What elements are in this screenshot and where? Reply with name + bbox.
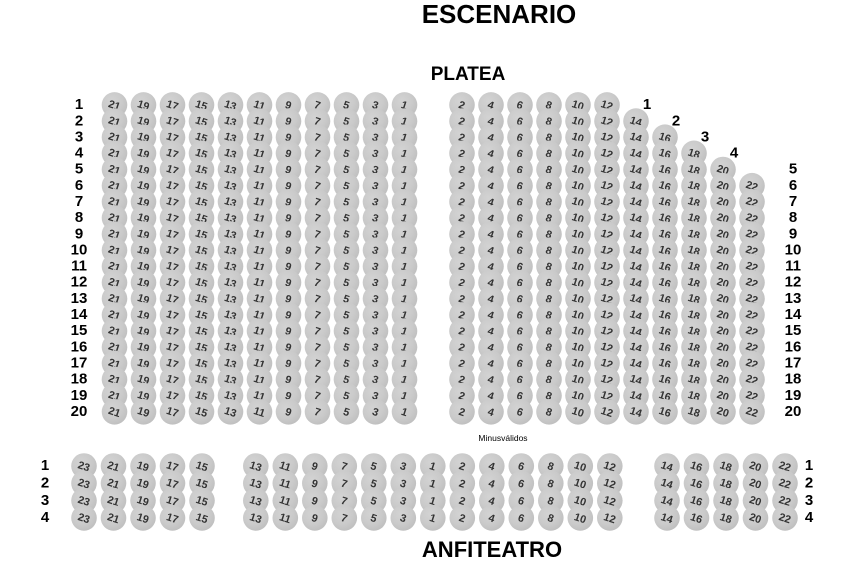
svg-text:10: 10	[71, 241, 88, 258]
svg-text:4: 4	[805, 509, 814, 526]
svg-text:19: 19	[71, 387, 88, 404]
svg-text:14: 14	[785, 306, 802, 323]
svg-text:2: 2	[672, 112, 680, 129]
svg-text:6: 6	[75, 177, 83, 194]
svg-text:5: 5	[75, 161, 83, 178]
svg-text:15: 15	[785, 322, 802, 339]
svg-text:16: 16	[785, 338, 802, 355]
svg-text:10: 10	[785, 241, 802, 258]
svg-text:ESCENARIO: ESCENARIO	[422, 0, 577, 29]
svg-text:20: 20	[785, 403, 802, 420]
svg-text:Minusválidos: Minusválidos	[478, 433, 527, 443]
svg-text:7: 7	[75, 193, 83, 210]
svg-text:11: 11	[71, 258, 87, 275]
svg-text:PLATEA: PLATEA	[431, 64, 506, 85]
svg-text:15: 15	[71, 322, 88, 339]
svg-text:12: 12	[785, 274, 802, 291]
svg-text:3: 3	[701, 128, 709, 145]
svg-text:12: 12	[71, 274, 88, 291]
svg-text:6: 6	[789, 177, 797, 194]
svg-text:8: 8	[75, 209, 83, 226]
svg-text:19: 19	[785, 387, 802, 404]
svg-text:1: 1	[805, 457, 813, 474]
svg-text:4: 4	[730, 145, 739, 162]
svg-text:13: 13	[71, 290, 88, 307]
svg-text:4: 4	[75, 145, 84, 162]
svg-text:2: 2	[805, 475, 813, 492]
svg-text:3: 3	[75, 128, 83, 145]
svg-text:4: 4	[41, 509, 50, 526]
svg-text:3: 3	[805, 492, 813, 509]
svg-text:9: 9	[789, 225, 797, 242]
svg-text:1: 1	[41, 457, 49, 474]
svg-text:18: 18	[785, 371, 802, 388]
svg-text:2: 2	[75, 112, 83, 129]
svg-text:2: 2	[41, 475, 49, 492]
svg-text:5: 5	[789, 161, 797, 178]
svg-text:3: 3	[41, 492, 49, 509]
svg-text:7: 7	[789, 193, 797, 210]
svg-text:20: 20	[71, 403, 88, 420]
svg-text:17: 17	[71, 355, 88, 372]
svg-text:17: 17	[785, 355, 802, 372]
svg-text:1: 1	[75, 96, 83, 113]
svg-text:16: 16	[71, 338, 88, 355]
svg-text:14: 14	[71, 306, 88, 323]
svg-text:18: 18	[71, 371, 88, 388]
svg-text:11: 11	[785, 258, 801, 275]
svg-text:13: 13	[785, 290, 802, 307]
svg-text:1: 1	[643, 96, 651, 113]
svg-text:9: 9	[75, 225, 83, 242]
svg-text:ANFITEATRO: ANFITEATRO	[422, 537, 562, 562]
svg-text:8: 8	[789, 209, 797, 226]
